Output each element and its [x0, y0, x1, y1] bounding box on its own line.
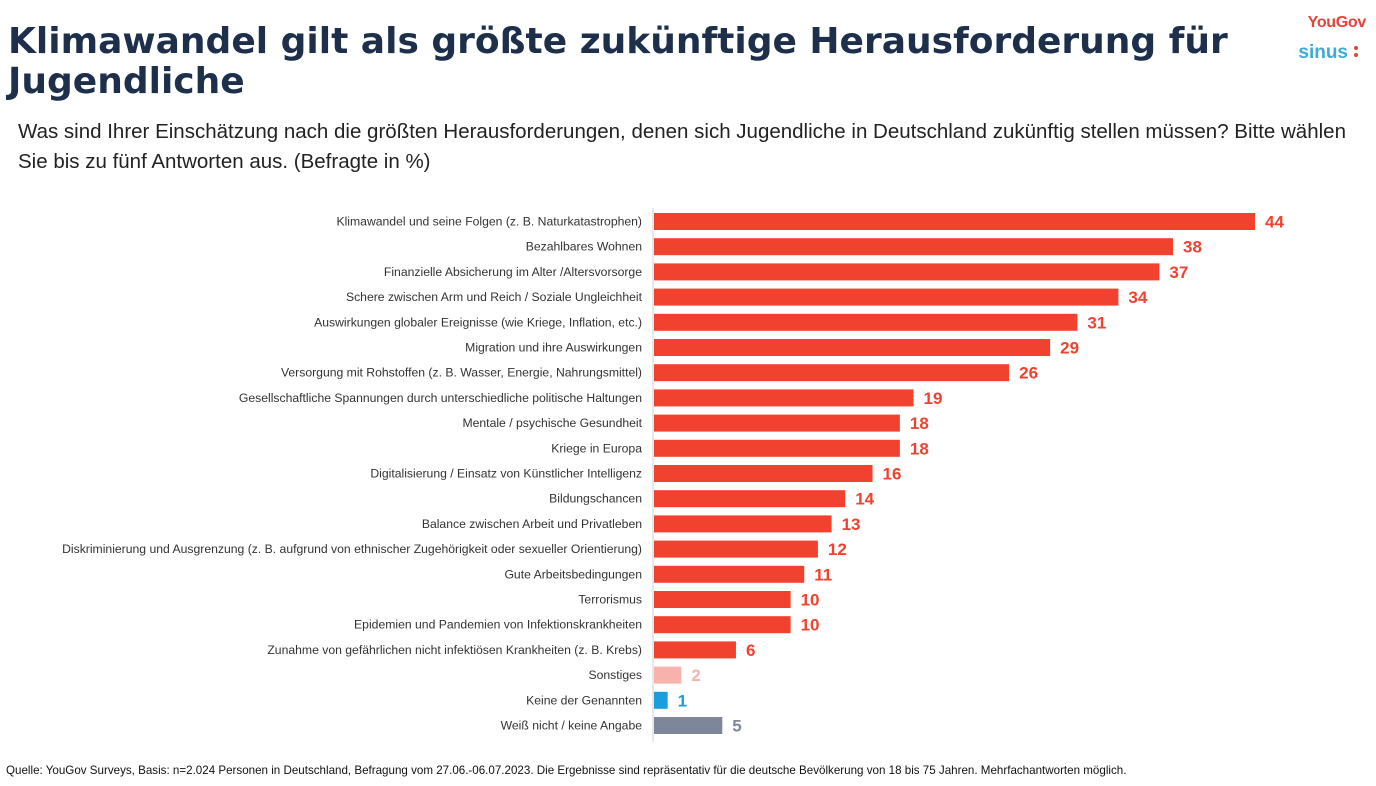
- source-footnote: Quelle: YouGov Surveys, Basis: n=2.024 P…: [6, 764, 1127, 777]
- bar: [654, 313, 1078, 331]
- category-label: Finanzielle Absicherung im Alter /Alters…: [384, 265, 642, 279]
- category-label: Auswirkungen globaler Ereignisse (wie Kr…: [314, 315, 642, 329]
- bar: [654, 465, 873, 482]
- category-label: Digitalisierung / Einsatz von Künstliche…: [370, 467, 642, 481]
- value-label: 13: [842, 515, 861, 534]
- value-label: 18: [910, 439, 929, 458]
- bar: [654, 439, 900, 457]
- category-label: Keine der Genannten: [526, 693, 642, 707]
- category-label: Bezahlbares Wohnen: [526, 240, 642, 254]
- bar: [654, 540, 818, 558]
- category-label: Bildungschancen: [549, 492, 642, 506]
- bar: [654, 717, 723, 734]
- yougov-logo: YouGov: [1307, 14, 1367, 31]
- sinus-logo-dots-icon: [1354, 46, 1360, 64]
- value-label: 10: [801, 591, 820, 610]
- bar: [654, 288, 1119, 306]
- bar: [654, 263, 1160, 281]
- value-label: 14: [855, 490, 874, 509]
- category-label: Kriege in Europa: [551, 441, 642, 455]
- value-label: 31: [1087, 313, 1106, 332]
- value-label: 2: [691, 666, 700, 685]
- bar: [654, 339, 1051, 356]
- chart-subtitle: Was sind Ihrer Einschätzung nach die grö…: [18, 120, 1346, 173]
- category-label: Terrorismus: [578, 593, 642, 607]
- bar: [654, 515, 832, 533]
- value-label: 11: [814, 565, 832, 584]
- category-label: Migration und ihre Auswirkungen: [465, 341, 642, 355]
- page-title: Klimawandel gilt als größte zukünftige H…: [8, 21, 1228, 102]
- value-label: 44: [1265, 213, 1284, 232]
- value-label: 19: [924, 389, 943, 408]
- value-label: 34: [1128, 288, 1147, 307]
- bar: [654, 414, 900, 432]
- value-label: 38: [1183, 238, 1202, 257]
- value-label: 1: [678, 691, 687, 710]
- bar: [654, 213, 1255, 230]
- value-label: 16: [883, 465, 902, 484]
- bar: [654, 616, 791, 634]
- bar: [654, 641, 736, 659]
- bar: [654, 389, 914, 407]
- bar: [654, 364, 1010, 382]
- value-label: 18: [910, 414, 929, 433]
- value-label: 37: [1169, 263, 1188, 282]
- bar: [654, 691, 668, 709]
- value-label: 26: [1019, 364, 1038, 383]
- bar: [654, 666, 682, 684]
- value-label: 10: [801, 616, 820, 635]
- bar: [654, 591, 791, 608]
- category-label: Weiß nicht / keine Angabe: [501, 719, 643, 733]
- bar-chart: Klimawandel und seine Folgen (z. B. Natu…: [62, 208, 1284, 743]
- category-label: Balance zwischen Arbeit und Privatleben: [422, 517, 642, 531]
- sinus-logo: sinus: [1298, 42, 1348, 63]
- value-label: 29: [1060, 339, 1079, 358]
- category-label: Gesellschaftliche Spannungen durch unter…: [239, 391, 642, 405]
- category-label: Zunahme von gefährlichen nicht infektiös…: [267, 643, 642, 657]
- bar: [654, 490, 846, 508]
- category-label: Diskriminierung und Ausgrenzung (z. B. a…: [62, 542, 642, 556]
- category-label: Versorgung mit Rohstoffen (z. B. Wasser,…: [281, 366, 642, 380]
- category-label: Epidemien und Pandemien von Infektionskr…: [354, 618, 642, 632]
- category-label: Schere zwischen Arm und Reich / Soziale …: [346, 290, 643, 304]
- value-label: 5: [732, 717, 741, 736]
- bar: [654, 238, 1174, 256]
- value-label: 12: [828, 540, 847, 559]
- category-label: Klimawandel und seine Folgen (z. B. Natu…: [336, 215, 642, 229]
- value-label: 6: [746, 641, 755, 660]
- category-label: Mentale / psychische Gesundheit: [462, 416, 642, 430]
- category-label: Sonstiges: [588, 668, 642, 682]
- category-label: Gute Arbeitsbedingungen: [504, 567, 642, 581]
- bar: [654, 565, 805, 583]
